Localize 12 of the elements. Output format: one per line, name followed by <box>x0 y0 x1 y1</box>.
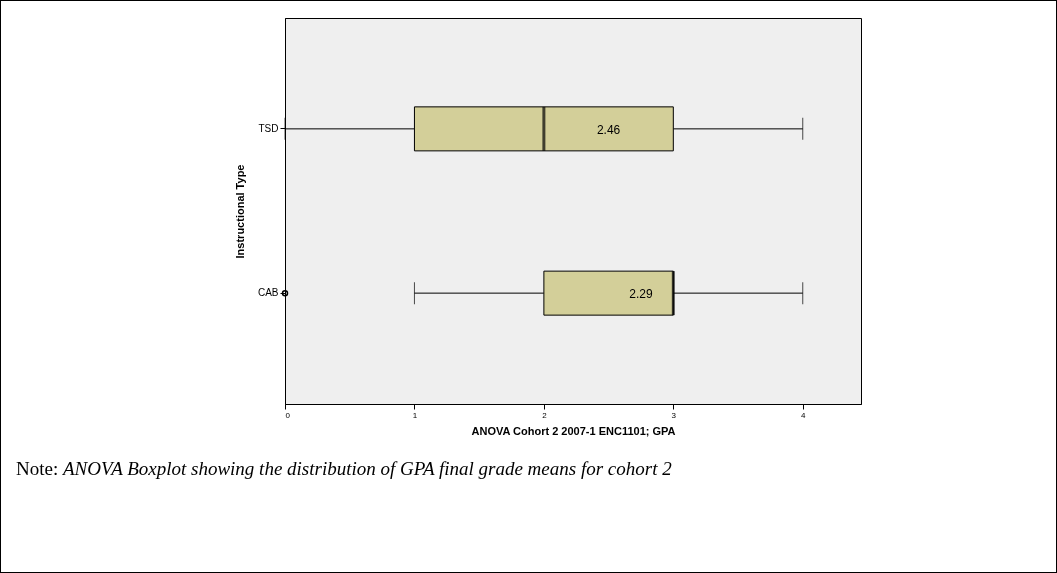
y-axis-title: Instructional Type <box>233 164 246 259</box>
y-tick-label: TSD <box>258 122 279 134</box>
x-tick-label: 1 <box>412 410 418 420</box>
y-tick-label: CAB <box>257 287 279 299</box>
x-tick-label: 2 <box>542 410 548 420</box>
x-tick-label: 0 <box>285 410 291 420</box>
text: Note: ANOVA Boxplot showing the distribution of GPA final grade means for cohort 2 <box>16 457 673 481</box>
annotation: 2.29 <box>629 287 653 302</box>
x-axis-title: ANOVA Cohort 2 2007-1 ENC1101; GPA <box>471 424 676 437</box>
annotation: 2.46 <box>596 122 621 137</box>
x-tick-label: 4 <box>801 410 807 420</box>
x-tick-label: 3 <box>671 410 677 420</box>
